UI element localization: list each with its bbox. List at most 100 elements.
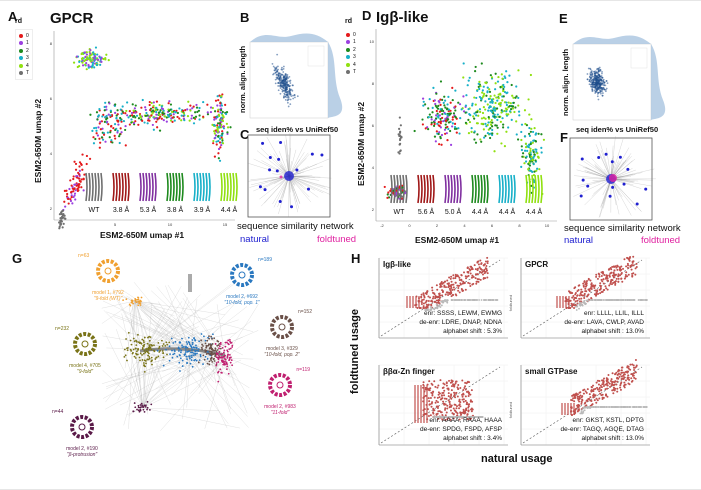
subplot-title: Igβ-like <box>383 260 411 269</box>
scatter-point <box>294 94 296 96</box>
scatter-point <box>596 72 598 74</box>
umap-point <box>105 54 107 56</box>
umap-point <box>68 202 70 204</box>
enriched-point <box>571 292 573 294</box>
enriched-point <box>437 413 439 415</box>
enriched-point <box>621 369 623 371</box>
umap-point <box>448 109 450 111</box>
umap-point <box>96 111 98 113</box>
umap-point <box>478 81 480 83</box>
umap-point <box>451 125 453 127</box>
network-node <box>158 351 160 353</box>
scatter-point <box>595 78 597 80</box>
enriched-point <box>465 395 467 397</box>
neutral-point <box>585 406 587 408</box>
umap-point <box>483 117 485 119</box>
network-node <box>165 349 167 351</box>
umap-point <box>512 107 514 109</box>
neutral-point <box>474 299 476 301</box>
scatter-point <box>597 70 599 72</box>
umap-point <box>540 133 542 135</box>
enriched-point <box>465 400 467 402</box>
network-node <box>215 365 217 367</box>
umap-point <box>217 122 219 124</box>
enriched-point <box>429 403 431 405</box>
enriched-point <box>459 400 461 402</box>
enriched-point <box>579 392 581 394</box>
umap-point <box>515 95 517 97</box>
umap-point <box>528 162 530 164</box>
umap-point <box>541 151 543 153</box>
umap-point <box>81 153 83 155</box>
enriched-point <box>436 284 438 286</box>
umap-point <box>222 111 224 113</box>
network-node <box>148 353 150 355</box>
umap-point <box>183 117 185 119</box>
legend-item: 3 <box>346 54 356 62</box>
scatter-point <box>597 89 599 91</box>
network-node <box>133 410 135 412</box>
enriched-point <box>430 300 432 302</box>
umap-point <box>435 105 437 107</box>
enriched-point <box>481 262 483 264</box>
cluster-description: "9-fold" <box>55 369 115 375</box>
umap-point <box>473 138 475 140</box>
network-node <box>140 302 142 304</box>
network-node <box>217 372 219 374</box>
enriched-point <box>476 273 478 275</box>
umap-point <box>443 104 445 106</box>
enriched-point <box>463 271 465 273</box>
network-node <box>157 342 159 344</box>
umap-point <box>533 127 535 129</box>
umap-point <box>414 130 416 132</box>
enriched-point <box>606 280 608 282</box>
umap-point <box>454 123 456 125</box>
umap-point <box>107 123 109 125</box>
enriched-point <box>616 269 618 271</box>
legend-swatch <box>346 48 350 52</box>
umap-point <box>491 101 493 103</box>
network-node <box>190 352 192 354</box>
umap-point <box>170 103 172 105</box>
umap-point <box>196 111 198 113</box>
enriched-point <box>573 297 575 299</box>
enriched-point <box>586 392 588 394</box>
enriched-point <box>625 265 627 267</box>
umap-point <box>452 116 454 118</box>
network-node <box>143 340 145 342</box>
network-node <box>126 360 128 362</box>
enriched-point <box>454 410 456 412</box>
umap-point <box>72 196 74 198</box>
enriched-point <box>591 404 593 406</box>
enriched-point <box>453 395 455 397</box>
enriched-point <box>611 378 613 380</box>
network-node <box>125 338 127 340</box>
scatter-point <box>272 74 274 76</box>
scatter-point <box>599 69 601 71</box>
umap-point <box>452 99 454 101</box>
umap-plot-gpcr: 0510152468WT3.8 Å5.3 Å3.8 Å3.9 Å4.4 Å <box>50 29 235 224</box>
umap-point <box>526 156 528 158</box>
enriched-point <box>450 410 452 412</box>
network-node <box>220 343 222 345</box>
neutral-point <box>626 299 628 301</box>
umap-point <box>86 155 88 157</box>
umap-point <box>159 130 161 132</box>
network-node <box>196 350 198 352</box>
umap-point <box>135 104 137 106</box>
network-node <box>211 357 213 359</box>
umap-point <box>492 112 494 114</box>
umap-point <box>213 124 215 126</box>
enriched-point <box>446 407 448 409</box>
umap-point <box>83 189 85 191</box>
right-marginal-density <box>651 44 665 120</box>
umap-point <box>59 213 61 215</box>
umap-point <box>479 138 481 140</box>
umap-point <box>131 114 133 116</box>
umap-point <box>533 153 535 155</box>
enriched-point <box>573 400 575 402</box>
umap-point <box>99 121 101 123</box>
network-node <box>151 364 153 366</box>
umap-point <box>530 128 532 130</box>
